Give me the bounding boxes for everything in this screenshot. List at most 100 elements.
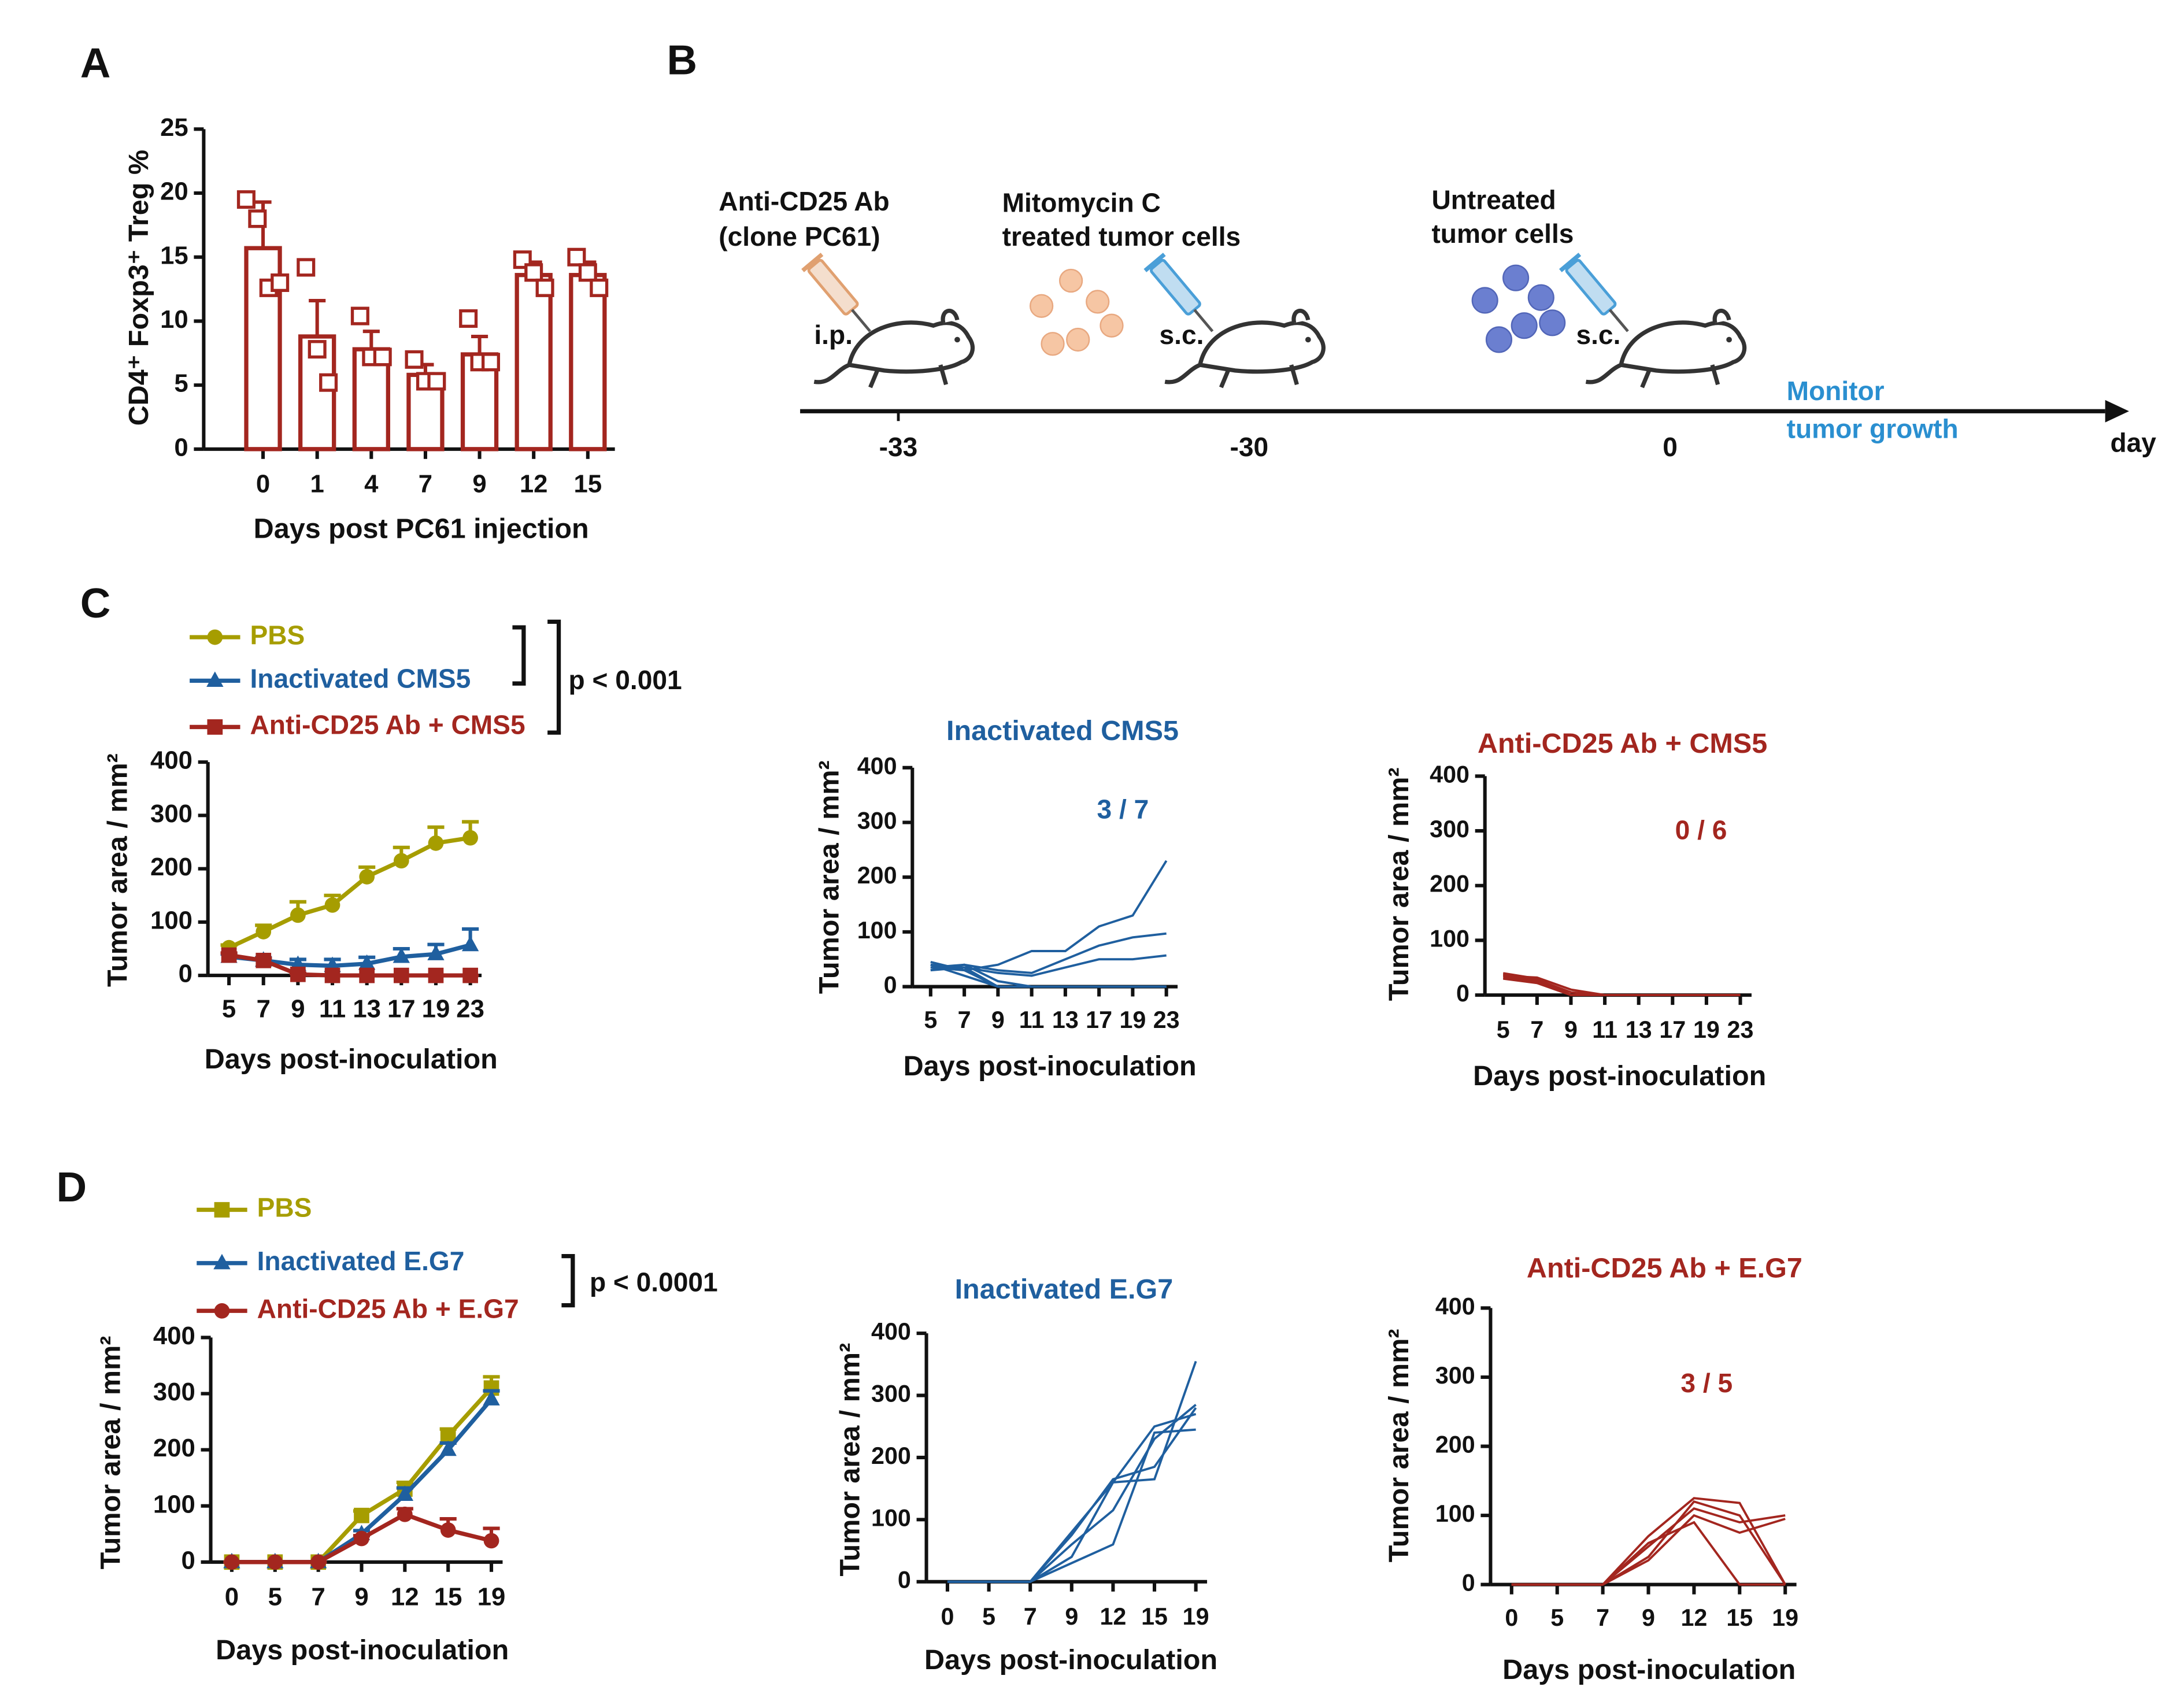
data-point xyxy=(481,353,501,372)
x-tick-label: 4 xyxy=(364,469,379,498)
y-axis-label: Tumor area / mm² xyxy=(813,760,845,994)
step-text: treated tumor cells xyxy=(1002,221,1241,251)
step-text: (clone PC61) xyxy=(719,221,880,251)
marker xyxy=(310,1554,326,1570)
x-tick-label: 7 xyxy=(419,469,432,498)
data-point xyxy=(578,263,597,282)
x-axis-label: Days post-inoculation xyxy=(205,1044,498,1075)
y-tick-label: 0 xyxy=(174,433,188,461)
data-point xyxy=(271,273,290,293)
y-axis-label: CD4⁺ Foxp3⁺ Treg % xyxy=(123,150,154,426)
data-point xyxy=(248,209,267,228)
marker xyxy=(396,1485,414,1501)
cell-cluster xyxy=(1471,264,1566,353)
x-tick-label: 7 xyxy=(1530,1016,1543,1043)
marker xyxy=(397,1506,413,1522)
data-point xyxy=(590,278,609,297)
annotation: p < 0.0001 xyxy=(590,1267,718,1297)
y-tick-label: 0 xyxy=(898,1567,911,1593)
series-line xyxy=(930,963,1167,988)
route-text: i.p. xyxy=(814,320,853,350)
marker xyxy=(393,853,409,869)
x-tick-label: 9 xyxy=(1642,1604,1655,1631)
marker xyxy=(256,924,272,940)
y-axis-label: Tumor area / mm² xyxy=(1383,767,1415,1001)
data-point xyxy=(308,340,327,359)
marker xyxy=(427,945,445,960)
x-tick-label: 5 xyxy=(924,1007,937,1033)
marker xyxy=(439,1440,457,1456)
data-point xyxy=(524,263,543,282)
day-label: 0 xyxy=(1663,432,1678,462)
marker xyxy=(354,1507,369,1523)
y-tick-label: 0 xyxy=(1456,980,1469,1007)
marker xyxy=(428,967,444,983)
x-tick-label: 9 xyxy=(1564,1016,1578,1043)
series-line xyxy=(947,1428,1196,1583)
y-tick-label: 25 xyxy=(160,113,188,142)
y-tick-label: 400 xyxy=(857,753,897,779)
x-tick-label: 0 xyxy=(1505,1604,1518,1631)
timeline-arrow xyxy=(2105,400,2129,423)
y-tick-label: 400 xyxy=(153,1322,195,1350)
x-tick-label: 23 xyxy=(456,994,484,1023)
x-tick-label: 12 xyxy=(520,469,548,498)
legend-marker xyxy=(207,629,223,645)
marker xyxy=(221,947,237,963)
data-point xyxy=(567,247,586,267)
marker xyxy=(358,954,376,970)
x-tick-label: 19 xyxy=(477,1582,506,1611)
marker xyxy=(224,1554,240,1570)
marker xyxy=(359,967,375,983)
series-line xyxy=(1511,1514,1786,1586)
x-tick-label: 9 xyxy=(1065,1603,1078,1630)
legend-marker xyxy=(214,1202,230,1218)
y-tick-label: 100 xyxy=(153,1490,195,1518)
x-tick-label: 19 xyxy=(422,994,450,1023)
series-line xyxy=(1511,1497,1786,1586)
x-tick-label: 5 xyxy=(1497,1016,1510,1043)
data-point xyxy=(373,347,392,367)
y-tick-label: 300 xyxy=(153,1378,195,1406)
x-tick-label: 7 xyxy=(257,994,271,1023)
y-tick-label: 100 xyxy=(871,1504,911,1531)
step-text: tumor cells xyxy=(1431,219,1574,249)
route-text: s.c. xyxy=(1160,320,1204,350)
bar xyxy=(569,273,607,452)
x-tick-label: 5 xyxy=(982,1603,995,1630)
marker xyxy=(461,935,479,952)
y-tick-label: 0 xyxy=(884,971,897,998)
data-point xyxy=(236,190,256,209)
y-tick-label: 100 xyxy=(1430,925,1469,952)
x-tick-label: 23 xyxy=(1153,1007,1180,1033)
legend-label: PBS xyxy=(250,620,305,650)
legend-marker xyxy=(206,671,224,687)
marker xyxy=(267,1554,283,1570)
legend-label: Inactivated E.G7 xyxy=(257,1246,465,1276)
x-tick-label: 11 xyxy=(1592,1016,1617,1043)
day-label: -30 xyxy=(1230,432,1269,462)
x-tick-label: 11 xyxy=(1019,1007,1045,1033)
panel-label: D xyxy=(57,1164,87,1211)
bracket xyxy=(561,1253,575,1308)
legend-marker xyxy=(214,1303,230,1319)
x-tick-label: 9 xyxy=(472,469,486,498)
x-tick-label: 0 xyxy=(941,1603,954,1630)
bar xyxy=(514,273,553,452)
x-tick-label: 9 xyxy=(354,1582,368,1611)
legend-label: Inactivated CMS5 xyxy=(250,664,471,694)
annotation: p < 0.001 xyxy=(569,665,682,695)
x-tick-label: 7 xyxy=(958,1007,971,1033)
series-line xyxy=(1511,1507,1786,1586)
step-text: Anti-CD25 Ab xyxy=(719,186,889,216)
x-tick-label: 7 xyxy=(1024,1603,1037,1630)
y-tick-label: 5 xyxy=(174,369,188,398)
y-tick-label: 0 xyxy=(1462,1570,1475,1596)
y-tick-label: 400 xyxy=(1435,1293,1475,1319)
x-tick-label: 9 xyxy=(991,1007,1005,1033)
x-tick-label: 11 xyxy=(319,994,346,1023)
y-tick-label: 200 xyxy=(153,1434,195,1462)
marker xyxy=(440,1522,456,1538)
x-tick-label: 5 xyxy=(268,1582,282,1611)
x-tick-label: 12 xyxy=(1680,1604,1707,1631)
